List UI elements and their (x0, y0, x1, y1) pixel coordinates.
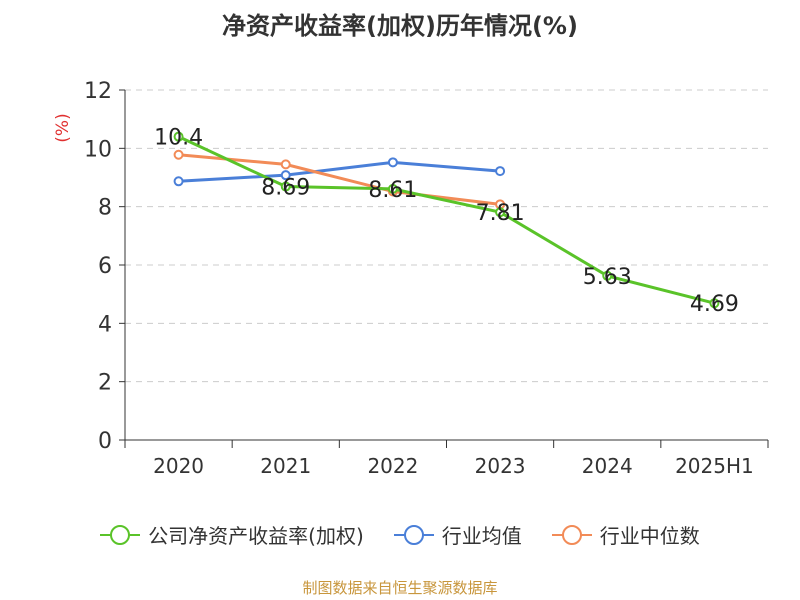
data-label: 10.4 (154, 126, 203, 151)
data-point (173, 149, 184, 160)
data-point (495, 166, 506, 177)
x-tick-label: 2024 (582, 454, 633, 478)
series-line-2 (178, 153, 501, 206)
legend-label-industry-mean: 行业均值 (441, 524, 522, 548)
legend-item-industry-mean[interactable]: 行业均值 (393, 520, 522, 549)
chart-legend: 公司净资产收益率(加权) 行业均值 行业中位数 (0, 520, 800, 549)
y-tick-label: 6 (98, 254, 112, 279)
data-label: 7.81 (476, 201, 525, 226)
x-tick-label: 2023 (475, 454, 526, 478)
y-tick-label: 2 (98, 371, 112, 396)
y-tick-label: 10 (84, 137, 112, 162)
x-tick-label: 2021 (260, 454, 311, 478)
data-label: 5.63 (583, 265, 632, 290)
x-tick-label: 2022 (367, 454, 418, 478)
data-label: 4.69 (690, 292, 739, 317)
data-point (602, 270, 613, 281)
legend-label-industry-median: 行业中位数 (599, 524, 700, 548)
series-line-1 (178, 160, 501, 183)
data-point (173, 131, 184, 142)
legend-item-company-roe[interactable]: 公司净资产收益率(加权) (100, 520, 364, 549)
legend-label-company-roe: 公司净资产收益率(加权) (148, 524, 364, 548)
data-point (387, 157, 398, 168)
x-tick-label: 2025H1 (675, 454, 754, 478)
chart-title: 净资产收益率(加权)历年情况(%) (222, 12, 578, 40)
legend-marker-industry-median (551, 524, 592, 545)
series-line-0 (177, 135, 715, 305)
legend-marker-industry-mean (393, 524, 434, 545)
data-point (280, 181, 291, 192)
y-tick-label: 0 (98, 429, 112, 454)
data-point (173, 176, 184, 187)
source-note: 制图数据来自恒生聚源数据库 (302, 579, 498, 597)
legend-marker-company-roe (100, 524, 141, 545)
legend-item-industry-median[interactable]: 行业中位数 (551, 520, 700, 549)
y-tick-label: 12 (84, 79, 112, 104)
x-tick-label: 2020 (153, 454, 204, 478)
data-label: 8.69 (261, 176, 310, 201)
y-tick-label: 8 (98, 196, 112, 221)
data-label: 8.61 (368, 178, 417, 203)
data-point (495, 207, 506, 218)
data-point (709, 298, 720, 309)
data-point (387, 183, 398, 194)
y-tick-label: 4 (98, 312, 112, 337)
data-point (280, 170, 291, 181)
y-axis-label: (%) (53, 113, 73, 142)
data-point (280, 159, 291, 170)
